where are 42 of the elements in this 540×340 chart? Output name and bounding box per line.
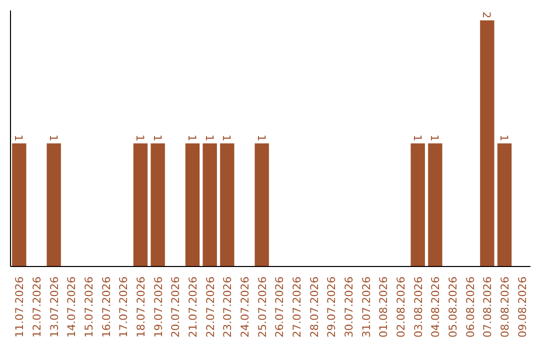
- x-tick-label: 01.08.2026: [377, 276, 390, 338]
- data-label: 2: [480, 12, 494, 18]
- x-tick-label: 12.07.2026: [30, 276, 44, 338]
- data-label: 1: [410, 134, 424, 142]
- x-tick-label: 20.07.2026: [169, 276, 182, 338]
- x-tick-label: 30.07.2026: [342, 276, 356, 338]
- x-tick-label: 28.07.2026: [308, 276, 321, 338]
- x-tick-label: 08.08.2026: [498, 276, 512, 338]
- data-label: 1: [254, 134, 268, 142]
- x-tick-label: 24.07.2026: [238, 276, 252, 338]
- data-label: 1: [46, 134, 60, 142]
- x-tick-label: 13.07.2026: [48, 276, 61, 338]
- data-label: 1: [498, 134, 510, 142]
- data-label: 1: [134, 134, 146, 142]
- x-tick-label: 25.07.2026: [256, 276, 269, 338]
- data-label: 1: [202, 134, 216, 142]
- x-tick-label: 27.07.2026: [290, 276, 304, 338]
- x-tick-label: 02.08.2026: [394, 276, 408, 338]
- data-label: 1: [220, 134, 234, 142]
- x-tick-label: 29.07.2026: [325, 276, 338, 338]
- x-tick-label: 07.08.2026: [481, 276, 494, 338]
- x-tick-label: 04.08.2026: [429, 276, 442, 338]
- x-tick-label: 05.08.2026: [446, 276, 460, 338]
- x-tick-label: 17.07.2026: [117, 276, 130, 338]
- x-tick-label: 18.07.2026: [134, 276, 148, 338]
- x-tick-label: 31.07.2026: [360, 276, 373, 338]
- x-tick-label: 06.08.2026: [464, 276, 477, 338]
- x-tick-label: 23.07.2026: [221, 276, 234, 338]
- x-tick-label: 26.07.2026: [273, 276, 286, 338]
- x-tick-label: 22.07.2026: [204, 276, 217, 338]
- x-tick-label: 15.07.2026: [82, 276, 96, 338]
- data-label: 1: [186, 134, 198, 142]
- x-tick-label: 21.07.2026: [186, 276, 200, 338]
- x-tick-label: 14.07.2026: [65, 276, 78, 338]
- data-label: 1: [150, 134, 164, 142]
- x-tick-label: 16.07.2026: [100, 276, 113, 338]
- data-label: 1: [428, 134, 442, 142]
- data-label: 1: [12, 134, 26, 142]
- x-tick-label: 03.08.2026: [412, 276, 425, 338]
- x-tick-label: 09.08.2026: [516, 276, 529, 338]
- x-tick-label: 19.07.2026: [152, 276, 165, 338]
- x-tick-label: 11.07.2026: [13, 276, 26, 338]
